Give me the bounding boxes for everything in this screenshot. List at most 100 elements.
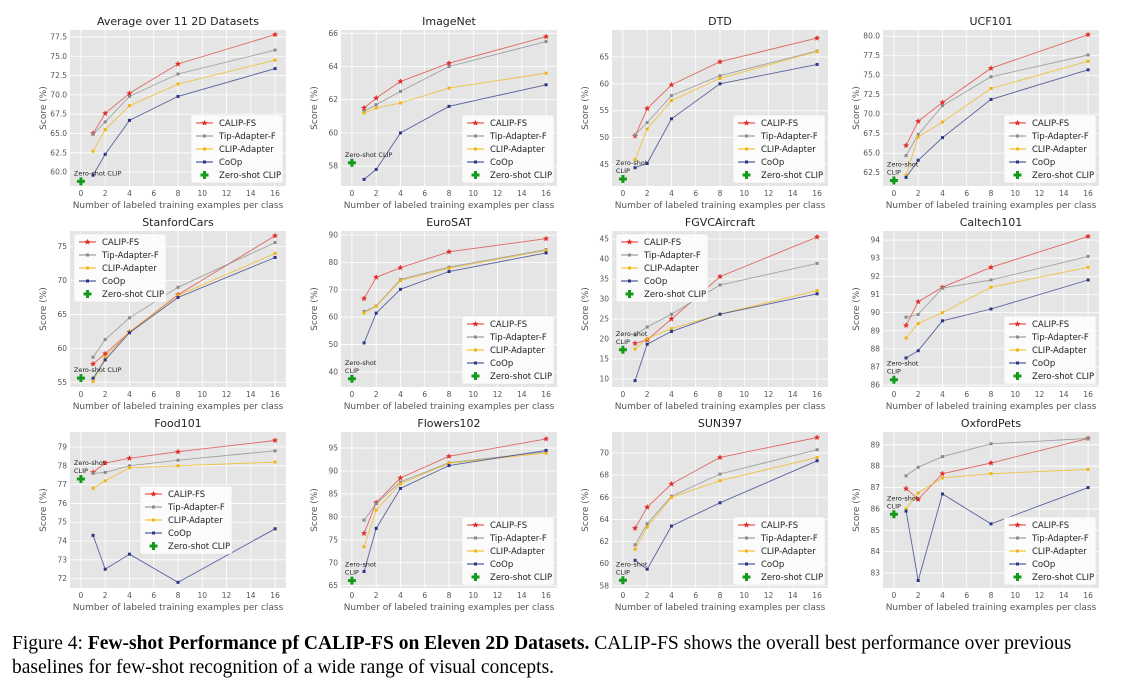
x-tick-label: 14 xyxy=(246,189,256,198)
series-clipadapter xyxy=(362,248,548,315)
data-point xyxy=(398,131,402,135)
dot-icon xyxy=(152,531,155,535)
x-tick-label: 8 xyxy=(989,390,994,399)
legend-label: CoOp xyxy=(644,277,667,287)
chart-svg: Flowers102 0 2 4 6 8 10 12 14 16 65 70 75 80 85 90 95 Num… xyxy=(310,417,557,613)
x-tick-label: 0 xyxy=(79,189,84,198)
x-tick-label: 16 xyxy=(270,390,280,399)
data-point xyxy=(103,338,107,342)
dot-icon xyxy=(745,134,748,138)
zero-shot-annotation: Zero-shot xyxy=(887,494,919,502)
legend-label: Zero-shot CLIP xyxy=(761,171,823,181)
legend-item: CoOp xyxy=(1009,158,1055,168)
x-tick-label: 0 xyxy=(892,189,897,198)
legend: CALIP-FS Tip-Adapter-F CLIP-Adapter CoOp Zer… xyxy=(461,315,555,385)
legend-label: CALIP-FS xyxy=(490,521,527,531)
y-tick-label: 88 xyxy=(870,462,880,471)
data-point xyxy=(176,82,180,86)
series-tip xyxy=(362,40,548,113)
legend-item: CoOp xyxy=(79,277,125,287)
x-tick-label: 2 xyxy=(374,390,379,399)
x-tick-label: 10 xyxy=(197,591,207,600)
x-tick-label: 10 xyxy=(1010,189,1020,198)
legend-label: CoOp xyxy=(1032,158,1055,168)
legend-label: CoOp xyxy=(761,560,784,570)
dot-icon xyxy=(474,160,477,164)
legend-label: CLIP-Adapter xyxy=(219,145,274,155)
data-point xyxy=(176,580,180,584)
legend-box xyxy=(1003,315,1097,385)
legend-label: Tip-Adapter-F xyxy=(760,132,818,142)
star-icon xyxy=(743,521,750,528)
legend-item: CoOp xyxy=(738,158,784,168)
dot-icon xyxy=(1016,361,1019,365)
x-tick-label: 2 xyxy=(645,390,650,399)
y-tick-label: 62 xyxy=(328,95,338,104)
data-point xyxy=(175,448,181,455)
data-point xyxy=(989,75,993,79)
data-point xyxy=(645,342,649,346)
zero-shot-annotation: Zero-shot CLIP xyxy=(74,366,122,374)
series-coop xyxy=(904,486,1090,583)
series-coop xyxy=(633,62,819,170)
y-tick-label: 67.5 xyxy=(863,129,880,138)
series-coop xyxy=(904,68,1090,179)
dot-icon xyxy=(203,147,206,151)
x-tick-label: 16 xyxy=(541,591,551,600)
x-tick-label: 14 xyxy=(788,390,798,399)
data-point xyxy=(903,142,910,148)
data-point xyxy=(940,319,944,323)
plus-icon xyxy=(1013,573,1022,581)
x-tick-label: 4 xyxy=(398,390,403,399)
data-point xyxy=(903,322,910,328)
data-point xyxy=(814,233,821,240)
data-point xyxy=(916,158,920,162)
x-tick-label: 0 xyxy=(79,591,84,600)
zero-shot-annotation: CLIP xyxy=(887,368,901,376)
legend-item: CLIP-Adapter xyxy=(196,145,274,155)
legend-item: Tip-Adapter-F xyxy=(738,534,818,544)
data-point xyxy=(633,333,637,337)
legend-label: Tip-Adapter-F xyxy=(1031,132,1089,142)
legend-label: CoOp xyxy=(490,158,513,168)
series-clipadapter xyxy=(904,467,1090,511)
zero-shot-point xyxy=(889,375,898,384)
x-axis-label: Number of labeled training examples per … xyxy=(73,603,284,613)
x-tick-label: 8 xyxy=(176,591,181,600)
legend-label: Tip-Adapter-F xyxy=(489,132,547,142)
data-point xyxy=(916,312,920,316)
x-tick-label: 4 xyxy=(940,591,945,600)
data-point xyxy=(633,558,637,562)
star-icon xyxy=(84,238,91,245)
data-point xyxy=(543,235,550,242)
y-tick-label: 35 xyxy=(599,275,609,284)
legend-label: CALIP-FS xyxy=(219,119,256,129)
x-axis-label: Number of labeled training examples per … xyxy=(73,201,284,211)
legend-box xyxy=(732,114,826,184)
x-tick-label: 12 xyxy=(1035,390,1045,399)
data-point xyxy=(127,464,131,468)
data-point xyxy=(815,292,819,296)
data-point xyxy=(669,117,673,121)
legend-item: Tip-Adapter-F xyxy=(738,132,818,142)
caption-prefix: Figure 4: xyxy=(12,633,88,654)
y-tick-label: 87 xyxy=(870,363,880,372)
x-tick-label: 12 xyxy=(493,189,503,198)
legend-label: CLIP-Adapter xyxy=(761,547,816,557)
x-tick-label: 0 xyxy=(621,189,626,198)
data-point xyxy=(91,486,95,490)
x-tick-label: 12 xyxy=(764,390,774,399)
data-point xyxy=(717,273,723,280)
x-tick-label: 12 xyxy=(493,390,503,399)
x-tick-label: 6 xyxy=(422,591,427,600)
dot-icon xyxy=(745,549,748,553)
data-point xyxy=(645,127,649,131)
zero-shot-point xyxy=(76,474,85,483)
data-point xyxy=(544,251,548,255)
data-point xyxy=(915,298,922,305)
x-tick-label: 6 xyxy=(964,390,969,399)
data-point xyxy=(374,502,378,506)
data-point xyxy=(374,106,378,110)
data-point xyxy=(904,173,908,177)
